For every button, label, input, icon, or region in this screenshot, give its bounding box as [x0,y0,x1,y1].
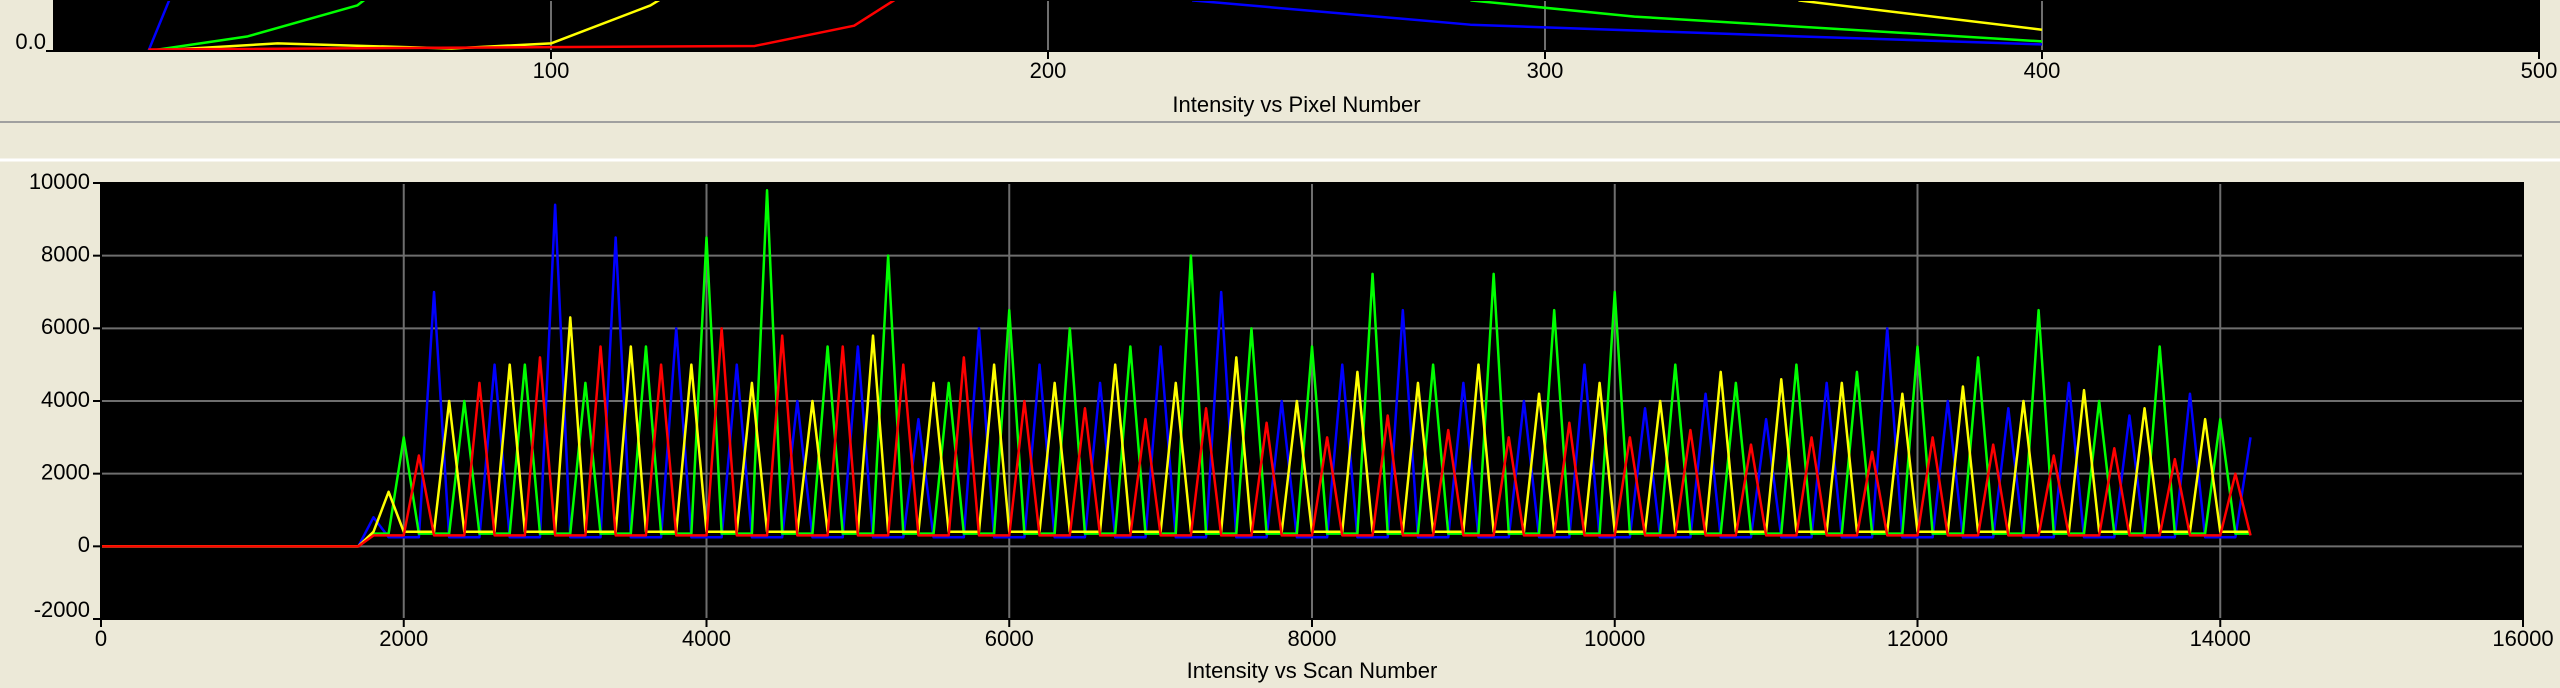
x-tick-label: 10000 [1584,626,1645,651]
y-tick-label: 0 [78,532,90,557]
trace-line [148,0,2043,51]
trace-line [148,0,2043,51]
x-tick-label: 2000 [379,626,428,651]
x-tick-label: 6000 [985,626,1034,651]
chart-title: Intensity vs Scan Number [1187,658,1438,683]
y-tick-label: 4000 [41,387,90,412]
x-tick-label: 0 [95,626,107,651]
y-tick-label: 0.0 [15,29,46,54]
plot-content [101,183,2523,619]
x-tick-label: 8000 [1288,626,1337,651]
y-tick-label: 2000 [41,459,90,484]
x-tick-label: 12000 [1887,626,1948,651]
x-tick-label: 500 [2521,58,2558,83]
x-tick-label: 400 [2024,58,2061,83]
trace-line [101,189,2251,548]
trace-line [101,203,2252,548]
trace-line [101,316,2251,548]
trace-line [101,327,2252,548]
plot-border [53,0,2540,52]
plot-area [54,0,2539,51]
y-tick-label: 8000 [41,241,90,266]
y-tick-label: -2000 [34,597,90,622]
x-tick-label: 200 [1030,58,1067,83]
x-tick-label: 300 [1527,58,1564,83]
trace-line [148,0,897,51]
chart-title: Intensity vs Pixel Number [1172,92,1420,117]
x-tick-label: 4000 [682,626,731,651]
y-tick-label: 6000 [41,314,90,339]
plot-border [100,182,2524,620]
x-tick-label: 16000 [2492,626,2553,651]
x-tick-label: 14000 [2190,626,2251,651]
y-tick-label: 10000 [29,169,90,194]
x-tick-label: 100 [533,58,570,83]
